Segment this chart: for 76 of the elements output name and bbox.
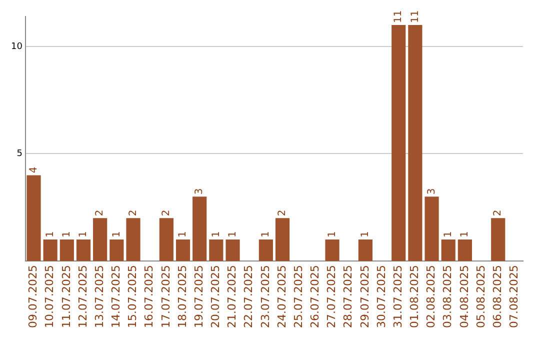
bar bbox=[258, 240, 273, 262]
data-label: 1 bbox=[460, 231, 471, 238]
x-tick-label: 04.08.2025 bbox=[458, 265, 471, 328]
y-tick-label: 10 bbox=[11, 42, 23, 52]
x-tick-label: 06.08.2025 bbox=[490, 265, 504, 328]
bar bbox=[93, 218, 108, 262]
x-tick-label: 01.08.2025 bbox=[408, 265, 422, 328]
bar bbox=[76, 240, 91, 262]
x-tick-label: 05.08.2025 bbox=[474, 265, 488, 328]
data-label: 2 bbox=[161, 210, 172, 216]
bar bbox=[458, 240, 472, 262]
bar bbox=[325, 240, 340, 262]
x-tick-label: 10.07.2025 bbox=[43, 265, 56, 328]
bar bbox=[126, 218, 140, 262]
x-tick-label: 24.07.2025 bbox=[275, 265, 288, 328]
x-tick-label: 30.07.2025 bbox=[374, 265, 388, 328]
x-tick-label: 15.07.2025 bbox=[126, 265, 140, 328]
bar bbox=[26, 175, 41, 262]
x-tick-label: 12.07.2025 bbox=[76, 265, 90, 328]
bar bbox=[110, 240, 124, 262]
data-label: 11 bbox=[410, 10, 421, 23]
x-tick-label: 02.08.2025 bbox=[424, 265, 438, 328]
x-tick-label: 16.07.2025 bbox=[142, 265, 156, 328]
bar bbox=[209, 240, 224, 262]
x-tick-label: 23.07.2025 bbox=[258, 265, 272, 328]
data-label: 1 bbox=[44, 231, 56, 238]
bar bbox=[491, 218, 506, 262]
bar bbox=[226, 240, 240, 262]
x-tick-label: 03.08.2025 bbox=[441, 265, 454, 328]
x-tick-label: 20.07.2025 bbox=[209, 265, 222, 328]
x-tick-label: 25.07.2025 bbox=[292, 265, 305, 328]
bar bbox=[159, 218, 174, 262]
x-tick-label: 14.07.2025 bbox=[110, 265, 123, 328]
x-tick-label: 17.07.2025 bbox=[159, 265, 172, 328]
data-label: 1 bbox=[227, 231, 238, 238]
data-label: 1 bbox=[78, 231, 90, 238]
bar bbox=[275, 218, 290, 262]
data-label: 2 bbox=[94, 210, 106, 216]
data-label: 2 bbox=[492, 210, 504, 216]
x-tick-label: 18.07.2025 bbox=[176, 265, 189, 328]
x-tick-label: 13.07.2025 bbox=[92, 265, 106, 328]
y-tick-label: 5 bbox=[16, 149, 22, 160]
data-label: 3 bbox=[194, 188, 206, 195]
data-label: 11 bbox=[393, 10, 404, 23]
bar bbox=[192, 196, 207, 262]
bar bbox=[424, 196, 439, 262]
data-label: 2 bbox=[277, 210, 288, 216]
bar bbox=[43, 240, 58, 262]
x-tick-label: 28.07.2025 bbox=[342, 265, 355, 328]
data-label: 1 bbox=[326, 231, 338, 238]
bar bbox=[441, 240, 456, 262]
x-tick-label: 09.07.2025 bbox=[26, 265, 40, 328]
x-tick-label: 11.07.2025 bbox=[60, 265, 73, 328]
data-label: 1 bbox=[260, 231, 272, 238]
data-label: 1 bbox=[360, 231, 372, 238]
data-label: 4 bbox=[28, 166, 40, 174]
bar bbox=[392, 24, 406, 262]
data-label: 1 bbox=[111, 231, 122, 238]
x-tick-label: 19.07.2025 bbox=[192, 265, 206, 328]
x-tick-label: 26.07.2025 bbox=[308, 265, 322, 328]
x-tick-label: 29.07.2025 bbox=[358, 265, 372, 328]
data-label: 3 bbox=[426, 188, 438, 195]
data-label: 1 bbox=[178, 231, 189, 238]
data-label: 1 bbox=[62, 231, 73, 238]
data-label: 1 bbox=[210, 231, 222, 238]
data-label: 1 bbox=[442, 231, 454, 238]
x-tick-label: 31.07.2025 bbox=[391, 265, 404, 328]
bar bbox=[60, 240, 74, 262]
x-tick-label: 21.07.2025 bbox=[226, 265, 239, 328]
data-label: 2 bbox=[128, 210, 139, 216]
x-tick-label: 22.07.2025 bbox=[242, 265, 256, 328]
bar bbox=[408, 24, 422, 262]
bar bbox=[358, 240, 372, 262]
x-tick-label: 07.08.2025 bbox=[508, 265, 521, 328]
x-tick-label: 27.07.2025 bbox=[325, 265, 338, 328]
bar bbox=[176, 240, 190, 262]
